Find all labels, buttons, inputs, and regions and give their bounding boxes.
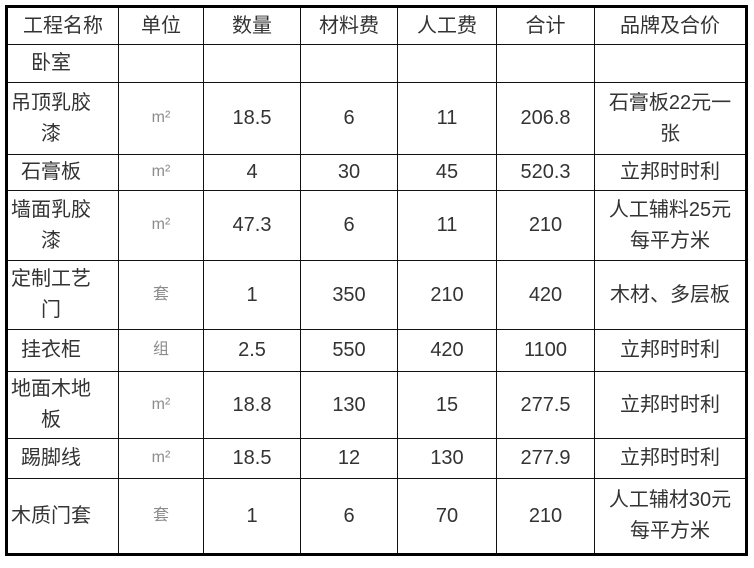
cell-total: 210 [496,190,595,261]
cell-project-name: 挂衣柜 [6,329,119,372]
row-wood-flooring: 地面木地板 m² 18.8 130 15 277.5 立邦时时利 [6,371,747,439]
cell-total: 420 [496,260,595,330]
cell-unit: 套 [118,260,204,330]
empty-cell [397,44,497,83]
cell-material-cost: 550 [300,329,398,372]
row-wardrobe: 挂衣柜 组 2.5 550 420 1100 立邦时时利 [6,329,747,372]
row-gypsum-board: 石膏板 m² 4 30 45 520.3 立邦时时利 [6,154,747,191]
page-body: 工程名称 单位 数量 材料费 人工费 合计 品牌及合价 卧室 吊顶乳胶漆 m² [5,5,748,556]
column-header-unit: 单位 [118,6,204,45]
section-title-bedroom: 卧室 [6,44,119,83]
cell-quantity: 4 [203,154,301,191]
cell-project-name: 木质门套 [6,478,119,555]
cell-unit: m² [118,154,204,191]
column-header-quantity: 数量 [203,6,301,45]
column-header-labor-cost: 人工费 [397,6,497,45]
cell-quantity: 47.3 [203,190,301,261]
cell-total: 210 [496,478,595,555]
row-custom-craft-door: 定制工艺门 套 1 350 210 420 木材、多层板 [6,260,747,330]
cell-material-cost: 12 [300,438,398,479]
cell-material-cost: 130 [300,371,398,439]
cell-project-name: 定制工艺门 [6,260,119,330]
cell-brand-price: 立邦时时利 [594,154,747,191]
column-header-total: 合计 [496,6,595,45]
cell-total: 1100 [496,329,595,372]
cell-material-cost: 30 [300,154,398,191]
cell-quantity: 1 [203,260,301,330]
cell-material-cost: 6 [300,190,398,261]
row-wooden-door-casing: 木质门套 套 1 6 70 210 人工辅材30元每平方米 [6,478,747,555]
cell-labor-cost: 70 [397,478,497,555]
cell-brand-price: 人工辅料25元每平方米 [594,190,747,261]
cell-project-name: 吊顶乳胶漆 [6,82,119,155]
cell-brand-price: 石膏板22元一张 [594,82,747,155]
cell-unit: 组 [118,329,204,372]
empty-cell [496,44,595,83]
header-row: 工程名称 单位 数量 材料费 人工费 合计 品牌及合价 [6,6,747,45]
cell-unit: m² [118,371,204,439]
cell-total: 277.5 [496,371,595,439]
cell-labor-cost: 45 [397,154,497,191]
row-bedroom-section: 卧室 [6,44,747,83]
row-skirting-line: 踢脚线 m² 18.5 12 130 277.9 立邦时时利 [6,438,747,479]
cell-brand-price: 木材、多层板 [594,260,747,330]
cell-material-cost: 350 [300,260,398,330]
cell-brand-price: 立邦时时利 [594,438,747,479]
cell-unit: m² [118,82,204,155]
empty-cell [118,44,204,83]
cell-material-cost: 6 [300,82,398,155]
cell-material-cost: 6 [300,478,398,555]
cell-total: 520.3 [496,154,595,191]
cell-total: 277.9 [496,438,595,479]
cell-quantity: 18.5 [203,438,301,479]
cell-brand-price: 立邦时时利 [594,371,747,439]
cell-quantity: 18.8 [203,371,301,439]
column-header-brand-price: 品牌及合价 [594,6,747,45]
cell-unit: m² [118,190,204,261]
empty-cell [300,44,398,83]
cell-quantity: 1 [203,478,301,555]
cell-quantity: 18.5 [203,82,301,155]
cell-labor-cost: 420 [397,329,497,372]
cell-labor-cost: 210 [397,260,497,330]
cell-brand-price: 立邦时时利 [594,329,747,372]
row-ceiling-latex-paint: 吊顶乳胶漆 m² 18.5 6 11 206.8 石膏板22元一张 [6,82,747,155]
empty-cell [594,44,747,83]
cell-project-name: 踢脚线 [6,438,119,479]
cell-quantity: 2.5 [203,329,301,372]
column-header-material-cost: 材料费 [300,6,398,45]
renovation-cost-table: 工程名称 单位 数量 材料费 人工费 合计 品牌及合价 卧室 吊顶乳胶漆 m² [5,5,748,556]
cell-brand-price: 人工辅材30元每平方米 [594,478,747,555]
cell-unit: m² [118,438,204,479]
cell-total: 206.8 [496,82,595,155]
cell-labor-cost: 15 [397,371,497,439]
row-wall-latex-paint: 墙面乳胶漆 m² 47.3 6 11 210 人工辅料25元每平方米 [6,190,747,261]
column-header-project-name: 工程名称 [6,6,119,45]
cell-project-name: 石膏板 [6,154,119,191]
cell-labor-cost: 130 [397,438,497,479]
cell-labor-cost: 11 [397,190,497,261]
empty-cell [203,44,301,83]
cell-project-name: 墙面乳胶漆 [6,190,119,261]
cell-project-name: 地面木地板 [6,371,119,439]
cell-labor-cost: 11 [397,82,497,155]
cell-unit: 套 [118,478,204,555]
